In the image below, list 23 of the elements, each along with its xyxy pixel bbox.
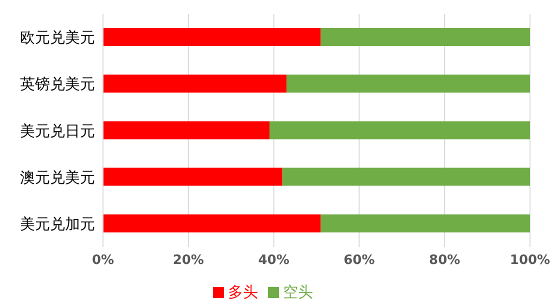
bar [320, 214, 530, 232]
bar [103, 214, 321, 232]
bar [320, 28, 530, 46]
bar [103, 121, 270, 140]
x-tick-label: 80% [429, 253, 460, 268]
y-tick-label: 美元兑日元 [20, 122, 95, 140]
x-tick-label: 100% [510, 253, 550, 268]
bar [103, 168, 282, 186]
bar [270, 121, 530, 140]
bar [103, 28, 321, 46]
y-tick-label: 澳元兑美元 [20, 168, 95, 186]
x-tick-label: 60% [344, 253, 375, 268]
y-tick-label: 美元兑加元 [20, 215, 95, 234]
x-tick-label: 0% [92, 253, 114, 268]
bar [103, 74, 287, 93]
legend-label: 空头 [283, 283, 313, 301]
x-tick-label: 20% [172, 253, 204, 268]
y-tick-label: 英镑兑美元 [20, 75, 95, 94]
legend-label: 多头 [228, 283, 258, 301]
bar [286, 74, 530, 93]
y-tick-label: 欧元兑美元 [20, 28, 95, 47]
x-tick-label: 40% [258, 253, 290, 268]
bar [282, 168, 530, 186]
